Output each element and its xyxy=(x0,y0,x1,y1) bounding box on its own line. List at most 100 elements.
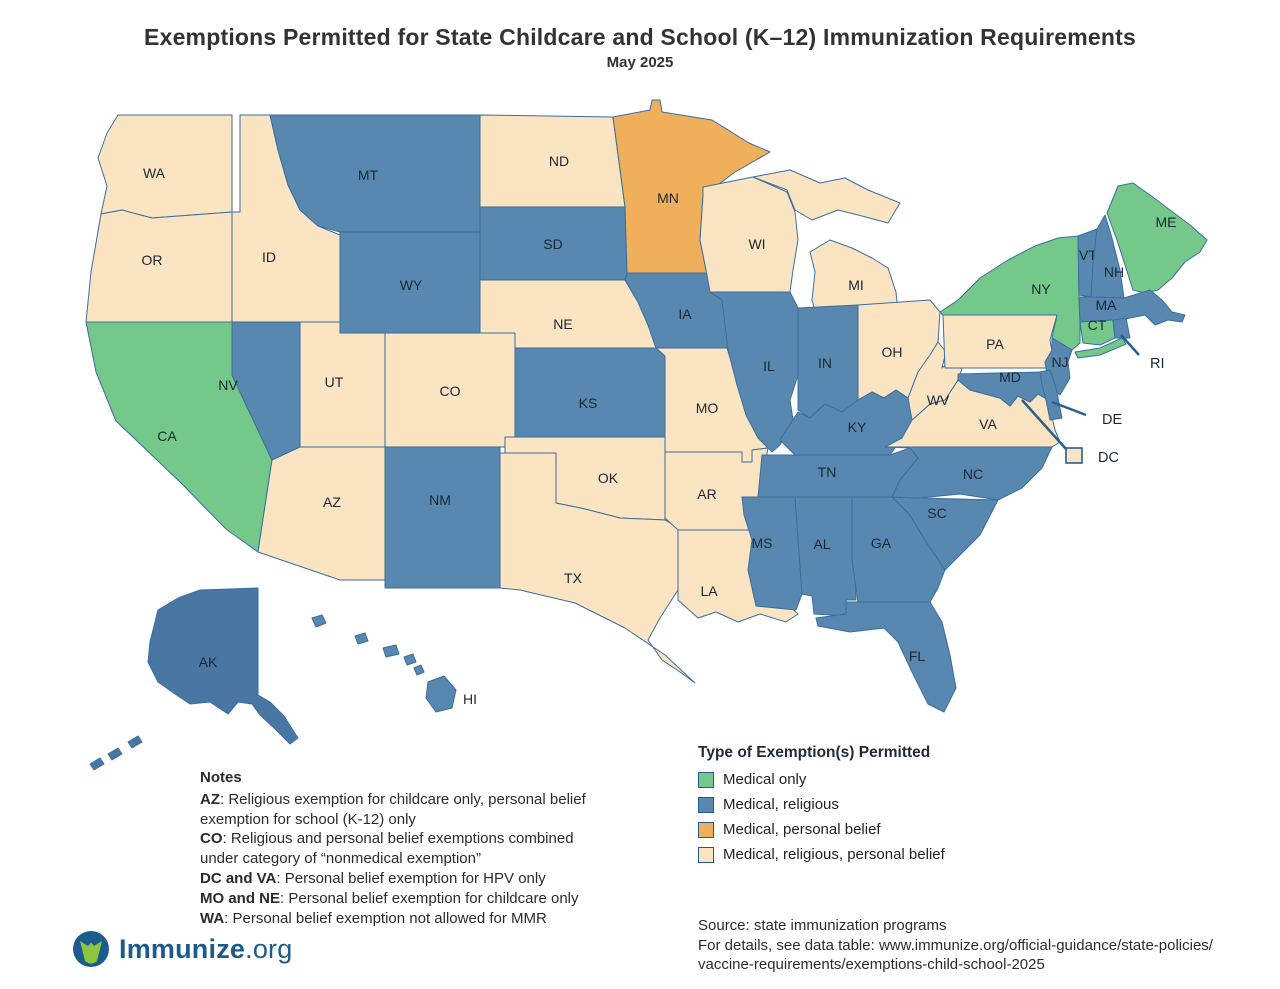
state-label-LA: LA xyxy=(700,583,718,599)
state-label-MI: MI xyxy=(848,277,864,293)
note-lead: DC and VA xyxy=(200,869,277,887)
note-item-4: WA: Personal belief exemption not allowe… xyxy=(200,909,600,929)
notes: Notes AZ: Religious exemption for childc… xyxy=(200,768,600,928)
state-NC[interactable] xyxy=(884,446,1053,501)
state-RI[interactable] xyxy=(1112,317,1131,339)
state-label-WA: WA xyxy=(143,165,166,181)
state-label-MO: MO xyxy=(696,400,719,416)
state-label-TX: TX xyxy=(564,570,583,586)
state-SC[interactable] xyxy=(891,496,999,571)
note-item-1: CO: Religious and personal belief exempt… xyxy=(200,829,600,869)
state-label-NM: NM xyxy=(429,492,451,508)
state-label-VT: VT xyxy=(1079,247,1097,263)
callout-line-RI xyxy=(1120,334,1140,356)
note-item-0: AZ: Religious exemption for childcare on… xyxy=(200,790,600,830)
state-AL[interactable] xyxy=(794,496,857,617)
page-title: Exemptions Permitted for State Childcare… xyxy=(144,24,1136,50)
notes-title: Notes xyxy=(200,769,242,786)
state-label-KY: KY xyxy=(848,419,867,435)
state-label-MT: MT xyxy=(358,167,379,183)
state-NM[interactable] xyxy=(384,446,501,589)
legend-title: Type of Exemption(s) Permitted xyxy=(698,744,931,761)
state-label-PA: PA xyxy=(986,336,1004,352)
state-label-MD: MD xyxy=(999,369,1021,385)
state-label-CO: CO xyxy=(440,383,461,399)
legend-swatch-medical xyxy=(698,771,714,788)
state-label-ME: ME xyxy=(1156,214,1177,230)
legend-item-medical_religious_personal: Medical, religious, personal belief xyxy=(698,846,1008,863)
legend-label: Medical, personal belief xyxy=(723,821,881,838)
state-label-MS: MS xyxy=(752,535,773,551)
note-lead: MO and NE xyxy=(200,889,281,907)
state-HI[interactable] xyxy=(311,614,457,713)
state-label-WV: WV xyxy=(927,392,950,408)
state-label-OK: OK xyxy=(598,470,619,486)
state-KY[interactable] xyxy=(779,389,915,456)
note-item-3: MO and NE: Personal belief exemption for… xyxy=(200,889,600,909)
state-label-GA: GA xyxy=(871,535,892,551)
state-label-NC: NC xyxy=(963,466,983,482)
state-label-RI: RI xyxy=(1150,356,1165,372)
logo-suffix: .org xyxy=(245,933,293,964)
state-TX[interactable] xyxy=(499,452,696,684)
state-label-AL: AL xyxy=(813,536,830,552)
state-label-NV: NV xyxy=(218,377,238,393)
state-WV[interactable] xyxy=(907,341,964,421)
source-text: Source: state immunization programs For d… xyxy=(698,916,1213,975)
note-text: : Personal belief exemption not allowed … xyxy=(224,909,547,927)
state-label-IL: IL xyxy=(763,358,775,374)
legend: Type of Exemption(s) Permitted Medical o… xyxy=(698,744,1008,871)
state-label-OR: OR xyxy=(142,252,163,268)
immunize-logo-icon xyxy=(73,931,109,967)
state-WI[interactable] xyxy=(699,176,799,293)
state-label-TN: TN xyxy=(818,464,837,480)
state-NH[interactable] xyxy=(1090,214,1125,299)
state-label-DE: DE xyxy=(1102,412,1122,428)
note-lead: AZ xyxy=(200,790,220,808)
state-CT[interactable] xyxy=(1079,319,1116,346)
state-label-AR: AR xyxy=(697,486,716,502)
source-line-2: vaccine-requirements/exemptions-child-sc… xyxy=(698,956,1045,973)
state-label-AK: AK xyxy=(199,654,218,670)
source-line-0: Source: state immunization programs xyxy=(698,917,947,934)
note-text: : Personal belief exemption for HPV only xyxy=(276,869,546,887)
state-AK[interactable] xyxy=(89,587,299,771)
state-label-KS: KS xyxy=(579,395,598,411)
legend-item-medical: Medical only xyxy=(698,771,1008,788)
state-label-CT: CT xyxy=(1088,317,1107,333)
state-label-CA: CA xyxy=(157,428,177,444)
legend-swatch-medical_personal xyxy=(698,821,714,838)
state-label-NJ: NJ xyxy=(1051,354,1068,370)
state-TN[interactable] xyxy=(757,447,919,498)
state-label-NH: NH xyxy=(1104,264,1124,280)
state-label-SC: SC xyxy=(927,505,946,521)
state-FL[interactable] xyxy=(815,601,957,713)
state-label-AZ: AZ xyxy=(323,494,341,510)
state-label-MN: MN xyxy=(657,190,679,206)
state-AZ[interactable] xyxy=(257,446,386,581)
state-label-SD: SD xyxy=(543,236,562,252)
state-label-WY: WY xyxy=(400,277,423,293)
legend-label: Medical, religious, personal belief xyxy=(723,846,945,863)
state-label-MA: MA xyxy=(1096,297,1118,313)
legend-swatch-medical_religious xyxy=(698,796,714,813)
note-lead: CO xyxy=(200,830,223,848)
state-ME[interactable] xyxy=(1106,182,1208,294)
note-lead: WA xyxy=(200,909,225,927)
legend-label: Medical only xyxy=(723,771,807,788)
state-DC[interactable] xyxy=(1065,447,1083,464)
legend-label: Medical, religious xyxy=(723,796,839,813)
note-text: : Religious and personal belief exemptio… xyxy=(200,830,574,868)
state-KS[interactable] xyxy=(514,347,666,438)
state-label-IN: IN xyxy=(818,355,832,371)
note-text: : Personal belief exemption for childcar… xyxy=(280,889,579,907)
state-label-FL: FL xyxy=(909,648,926,664)
state-label-VA: VA xyxy=(979,416,997,432)
legend-item-medical_religious: Medical, religious xyxy=(698,796,1008,813)
state-DE[interactable] xyxy=(1039,369,1063,421)
state-label-ID: ID xyxy=(262,249,276,265)
callout-line-DC xyxy=(1021,399,1067,450)
state-label-HI: HI xyxy=(463,691,477,707)
